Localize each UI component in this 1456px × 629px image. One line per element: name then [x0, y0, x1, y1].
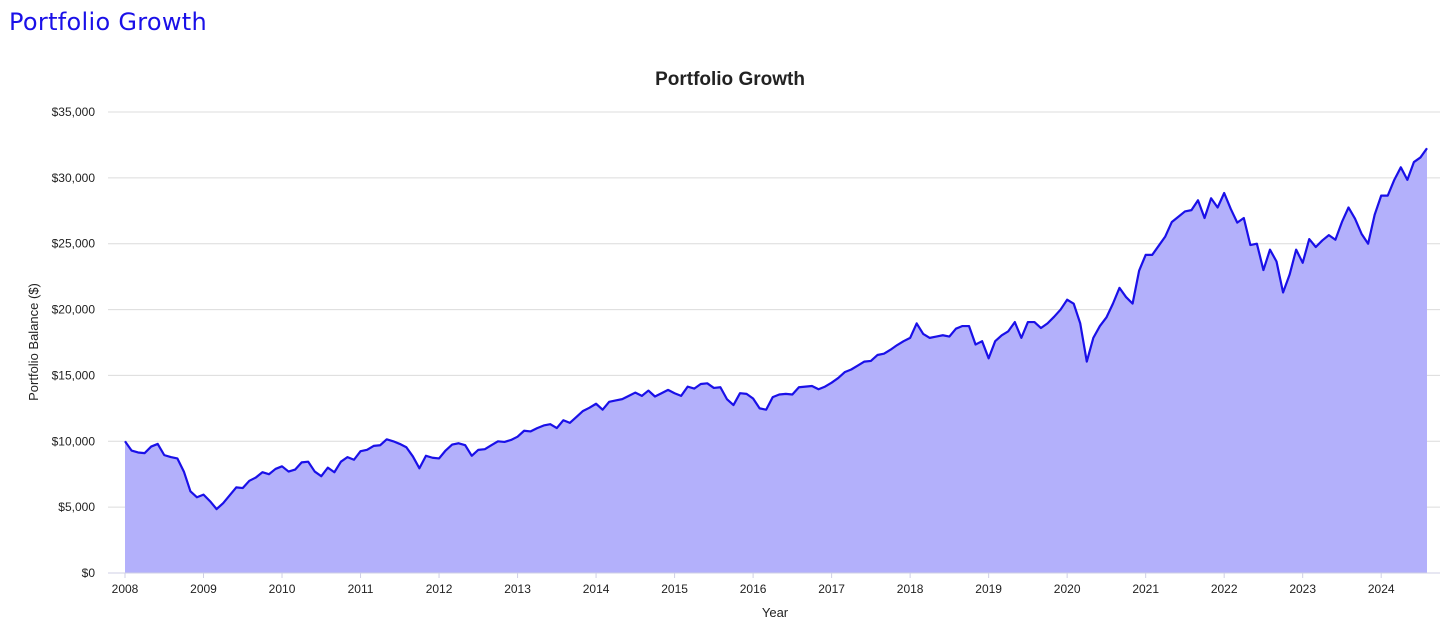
y-axis-ticks: $0 $5,000 $10,000 $15,000 $20,000 $25,000 $30,… — [52, 105, 96, 580]
y-tick-label: $35,000 — [52, 105, 96, 119]
balance-area-fill — [125, 148, 1427, 573]
x-tick-label: 2018 — [897, 582, 924, 596]
y-tick-label: $5,000 — [58, 500, 95, 514]
y-tick-label: $30,000 — [52, 171, 96, 185]
x-tick-label: 2023 — [1289, 582, 1316, 596]
x-tick-label: 2008 — [112, 582, 139, 596]
balance-line — [124, 147, 1428, 511]
y-tick-label: $10,000 — [52, 434, 96, 448]
x-tick-label: 2010 — [269, 582, 296, 596]
x-tick-label: 2024 — [1368, 582, 1395, 596]
x-axis-ticks: 2008 2009 2010 2011 2012 2013 2014 2015 2016 2017… — [112, 573, 1395, 596]
x-tick-label: 2020 — [1054, 582, 1081, 596]
x-tick-label: 2022 — [1211, 582, 1238, 596]
y-tick-label: $0 — [82, 566, 96, 580]
x-tick-label: 2011 — [348, 582, 374, 596]
chart-title: Portfolio Growth — [655, 69, 805, 90]
x-tick-label: 2014 — [583, 582, 610, 596]
x-tick-label: 2015 — [661, 582, 688, 596]
y-tick-label: $15,000 — [52, 368, 96, 382]
y-tick-label: $20,000 — [52, 303, 96, 317]
x-axis-label: Year — [762, 605, 789, 620]
y-axis-label: Portfolio Balance ($) — [26, 283, 41, 401]
x-tick-label: 2021 — [1132, 582, 1159, 596]
y-tick-label: $25,000 — [52, 237, 96, 251]
x-tick-label: 2016 — [740, 582, 767, 596]
x-tick-label: 2013 — [504, 582, 531, 596]
x-tick-label: 2019 — [975, 582, 1002, 596]
page-heading: Portfolio Growth — [9, 8, 208, 36]
x-tick-label: 2009 — [190, 582, 217, 596]
area-layer — [124, 147, 1428, 573]
x-tick-label: 2012 — [426, 582, 453, 596]
x-tick-label: 2017 — [818, 582, 845, 596]
